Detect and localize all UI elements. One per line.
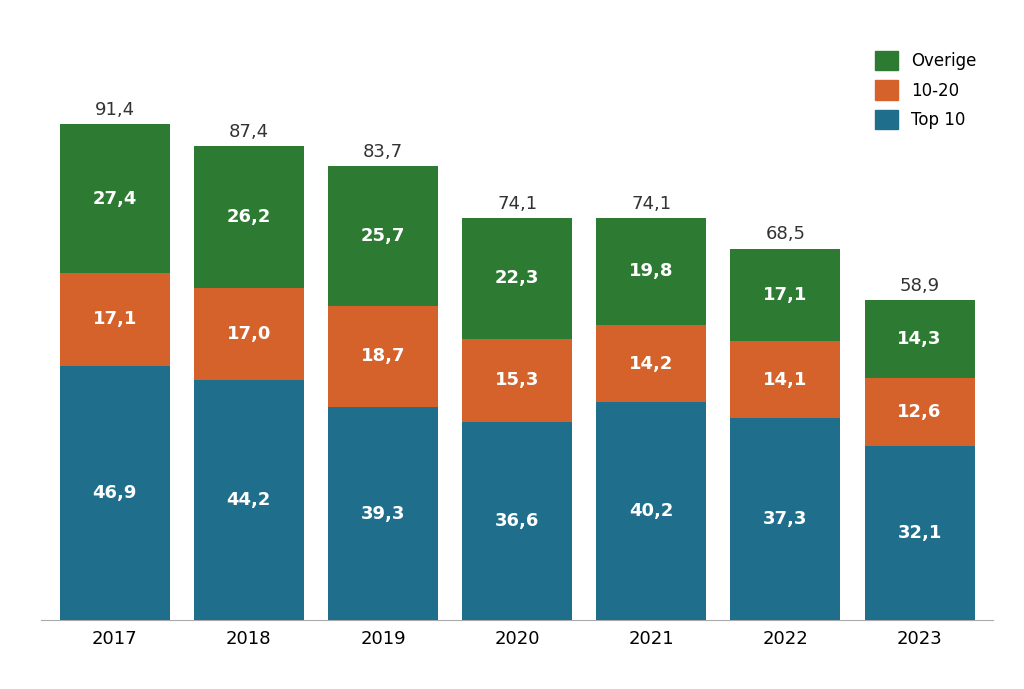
Text: 40,2: 40,2 — [629, 502, 674, 520]
Text: 74,1: 74,1 — [631, 195, 672, 213]
Text: 58,9: 58,9 — [899, 277, 940, 296]
Bar — [730, 418, 841, 620]
Text: 87,4: 87,4 — [228, 123, 269, 141]
Bar — [59, 125, 170, 273]
Text: 32,1: 32,1 — [897, 524, 942, 542]
Text: 15,3: 15,3 — [495, 371, 540, 389]
Text: 17,0: 17,0 — [226, 325, 271, 343]
Text: 44,2: 44,2 — [226, 491, 271, 509]
Bar — [59, 273, 170, 366]
Text: 18,7: 18,7 — [360, 347, 406, 365]
Text: 19,8: 19,8 — [629, 263, 674, 280]
Text: 91,4: 91,4 — [94, 101, 135, 119]
Bar — [730, 341, 841, 418]
Text: 26,2: 26,2 — [226, 208, 271, 226]
Text: 17,1: 17,1 — [92, 311, 137, 329]
Text: 25,7: 25,7 — [360, 227, 406, 245]
Bar — [328, 306, 438, 407]
Text: 36,6: 36,6 — [495, 512, 540, 530]
Bar — [596, 402, 707, 620]
Bar — [194, 288, 304, 380]
Text: 68,5: 68,5 — [765, 225, 806, 243]
Bar — [596, 325, 707, 402]
Bar — [194, 380, 304, 620]
Bar — [194, 146, 304, 288]
Text: 74,1: 74,1 — [497, 195, 538, 213]
Text: 17,1: 17,1 — [763, 286, 808, 304]
Bar — [864, 446, 975, 620]
Legend: Overige, 10-20, Top 10: Overige, 10-20, Top 10 — [866, 43, 985, 137]
Text: 37,3: 37,3 — [763, 510, 808, 528]
Text: 39,3: 39,3 — [360, 504, 406, 522]
Text: 22,3: 22,3 — [495, 269, 540, 287]
Bar — [462, 422, 572, 620]
Text: 27,4: 27,4 — [92, 189, 137, 208]
Text: 14,1: 14,1 — [763, 371, 808, 389]
Bar — [864, 378, 975, 446]
Bar — [462, 339, 572, 422]
Bar — [596, 218, 707, 325]
Text: 83,7: 83,7 — [362, 143, 403, 161]
Bar — [730, 249, 841, 341]
Text: 14,3: 14,3 — [897, 330, 942, 348]
Bar — [864, 300, 975, 378]
Bar — [462, 218, 572, 339]
Text: 46,9: 46,9 — [92, 484, 137, 502]
Bar — [328, 407, 438, 620]
Text: 12,6: 12,6 — [897, 403, 942, 421]
Text: 14,2: 14,2 — [629, 355, 674, 373]
Bar — [59, 366, 170, 620]
Bar — [328, 166, 438, 306]
